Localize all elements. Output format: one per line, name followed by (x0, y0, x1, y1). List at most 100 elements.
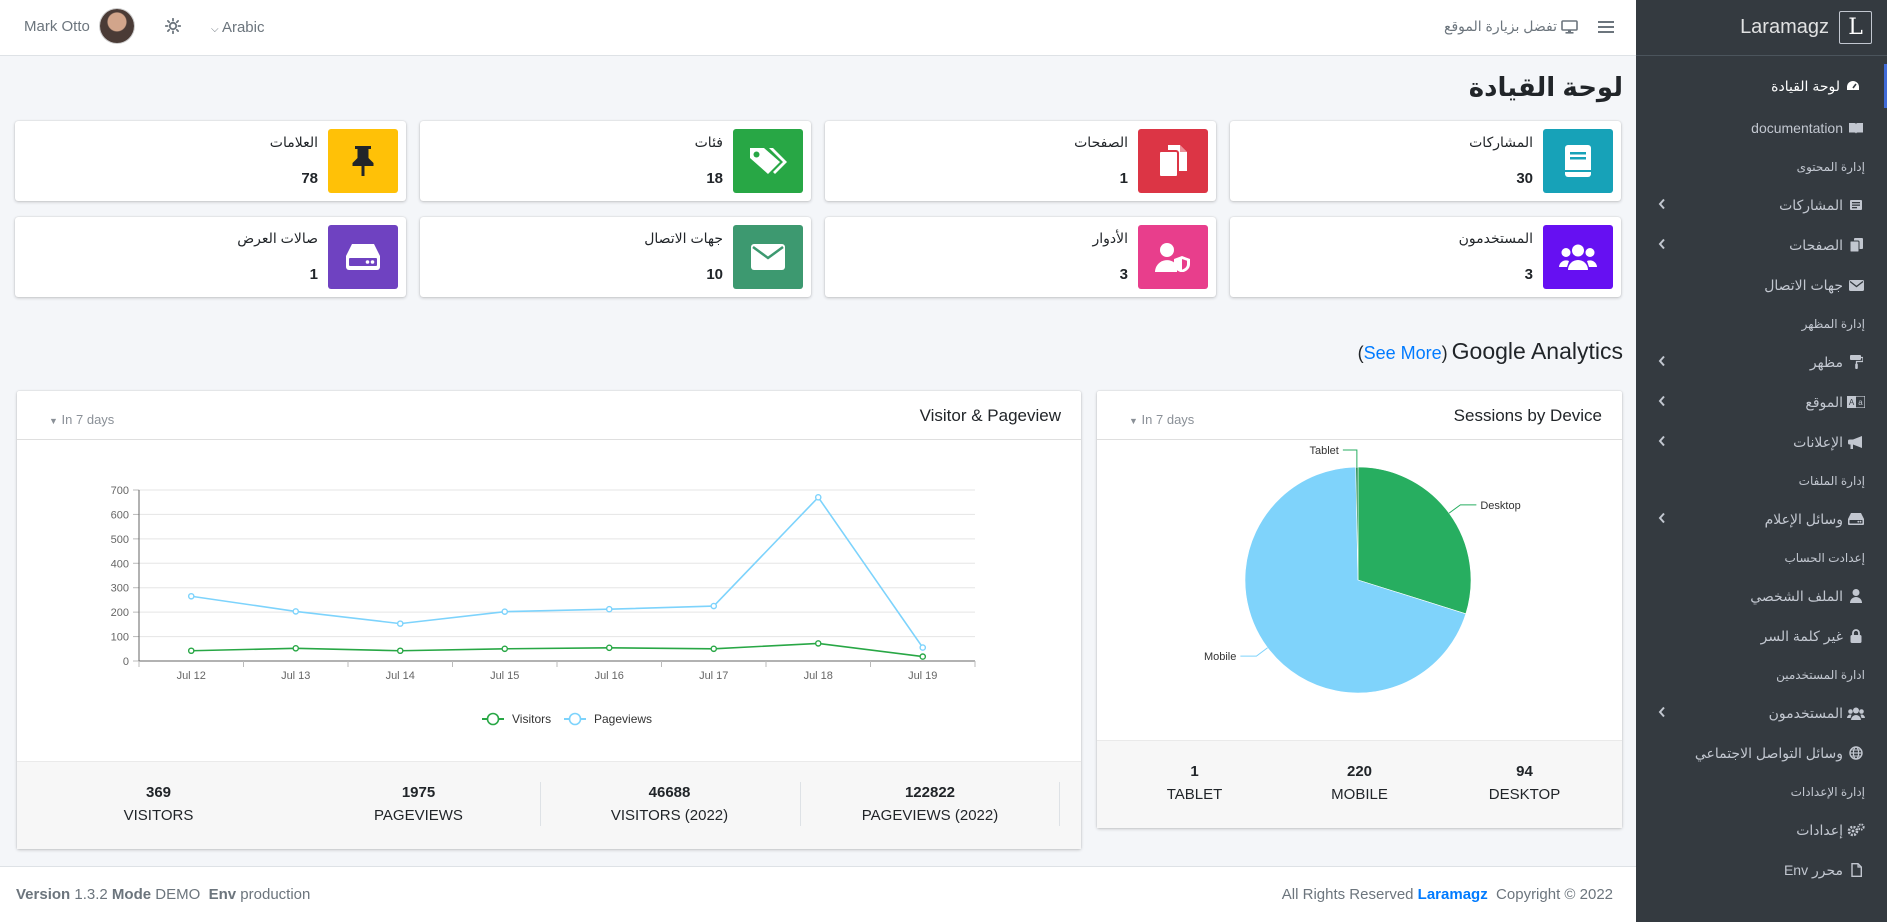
book-icon (1543, 129, 1613, 193)
x-tick-label: Jul 14 (386, 670, 415, 682)
sidebar-section-header: إعدادت الحساب (1636, 539, 1887, 576)
copyright-info: All Rights Reserved Laramagz Copyright ©… (1282, 886, 1613, 903)
chevron-left-icon[interactable] (1658, 355, 1666, 370)
book-icon (1847, 121, 1865, 135)
sidebar-item[interactable]: documentation (1636, 108, 1887, 148)
info-box[interactable]: الصفحات 1 (825, 121, 1216, 201)
info-box-label: المشاركات (1469, 134, 1533, 150)
legend-label[interactable]: Pageviews (594, 712, 652, 726)
sidebar-item[interactable]: الإعلانات (1636, 422, 1887, 462)
data-point-visitors[interactable] (292, 644, 300, 652)
sidebar-item[interactable]: المشاركات (1636, 185, 1887, 225)
sidebar-item[interactable]: جهات الاتصال (1636, 265, 1887, 305)
info-box[interactable]: جهات الاتصال 10 (420, 217, 811, 297)
file-icon (1847, 863, 1865, 877)
data-point-visitors[interactable] (814, 640, 822, 647)
info-box[interactable]: صالات العرض 1 (15, 217, 406, 297)
data-point-pageviews[interactable] (396, 620, 404, 627)
visit-site-link[interactable]: تفضل بزيارة الموقع (1444, 18, 1578, 35)
x-tick-label: Jul 15 (490, 670, 519, 682)
sidebar-item[interactable]: مظهر (1636, 342, 1887, 382)
caret-down-icon: ▼ (1129, 416, 1138, 426)
legend-label[interactable]: Visitors (512, 712, 551, 726)
chevron-left-icon[interactable] (1658, 395, 1666, 410)
user-name[interactable]: Mark Otto (24, 17, 90, 35)
data-point-pageviews[interactable] (292, 608, 300, 615)
range-dropdown[interactable]: ▼ In 7 days (1129, 412, 1194, 427)
sidebar-item[interactable]: غير كلمة السر (1636, 616, 1887, 656)
sidebar-item[interactable]: وسائل الإعلام (1636, 499, 1887, 539)
chevron-left-icon[interactable] (1658, 706, 1666, 721)
pie-slice-tablet[interactable] (1355, 466, 1359, 581)
data-point-visitors[interactable] (919, 653, 927, 660)
pie-label: Desktop (1480, 500, 1520, 512)
desktop-icon (1561, 19, 1578, 34)
data-point-visitors[interactable] (501, 645, 509, 653)
info-box-value: 3 (1524, 266, 1533, 283)
sidebar-item[interactable]: وسائل التواصل الاجتماعي (1636, 733, 1887, 773)
stat-value: 94 (1516, 763, 1533, 780)
stat-mobile: 220 MOBILE (1277, 763, 1442, 803)
env-label: Env (208, 886, 237, 903)
see-more-open-paren: ( (1357, 343, 1364, 363)
avatar[interactable] (99, 9, 134, 43)
data-point-pageviews[interactable] (605, 605, 613, 613)
sidebar-item[interactable]: الصفحات (1636, 225, 1887, 265)
data-point-visitors[interactable] (710, 645, 718, 653)
users-icon (1847, 706, 1865, 720)
sessions-device-card: ▼ In 7 days Sessions by Device Desktop Mo… (1097, 391, 1622, 828)
sidebar-item[interactable]: إعدادات (1636, 810, 1887, 850)
y-tick-label: 0 (123, 656, 129, 668)
sidebar-section-label: إدارة المظهر (1801, 316, 1865, 331)
sidebar-item[interactable]: محرر Env (1636, 850, 1887, 890)
svg-text:a: a (1858, 398, 1863, 407)
sidebar-item[interactable]: لوحة القيادة (1636, 64, 1887, 108)
sidebar-item-label: محرر Env (1783, 861, 1843, 878)
svg-text:A: A (1849, 398, 1855, 407)
range-dropdown[interactable]: ▼ In 7 days (49, 412, 114, 427)
divider (1059, 782, 1060, 826)
see-more-link[interactable]: See More (1363, 343, 1442, 363)
data-point-pageviews[interactable] (710, 602, 718, 610)
info-box[interactable]: المستخدمون 3 (1230, 217, 1621, 297)
tachometer-icon (1844, 79, 1862, 93)
caret-down-icon: ▼ (49, 416, 58, 426)
info-box[interactable]: فئات 18 (420, 121, 811, 201)
see-more-wrapper: (See More) (1358, 343, 1448, 364)
chevron-left-icon[interactable] (1658, 512, 1666, 527)
stat-value: 369 (145, 784, 172, 801)
sidebar-item[interactable]: الملف الشخصي (1636, 576, 1887, 616)
info-box[interactable]: العلامات 78 (15, 121, 406, 201)
data-point-pageviews[interactable] (919, 644, 927, 651)
info-box[interactable]: الأدوار 3 (825, 217, 1216, 297)
info-box[interactable]: المشاركات 30 (1230, 121, 1621, 201)
data-point-visitors[interactable] (187, 647, 195, 655)
sidebar-item[interactable]: المستخدمون (1636, 693, 1887, 733)
chevron-left-icon[interactable] (1658, 435, 1666, 450)
info-box-value: 18 (706, 170, 723, 187)
stat-value: 1975 (401, 784, 436, 801)
user-menu[interactable]: Mark Otto (24, 9, 134, 43)
card-header: ▼ In 7 days Sessions by Device (1097, 391, 1622, 440)
x-tick-label: Jul 18 (804, 670, 833, 682)
brand-link[interactable]: L Laramagz (1636, 0, 1887, 56)
pie-slice-desktop[interactable] (1357, 466, 1472, 615)
data-point-pageviews[interactable] (501, 608, 509, 615)
theme-toggle-icon[interactable] (164, 17, 182, 39)
data-point-visitors[interactable] (396, 647, 404, 655)
y-tick-label: 700 (111, 485, 129, 497)
sidebar-item-label: إعدادات (1796, 821, 1843, 838)
data-point-pageviews[interactable] (187, 592, 195, 600)
menu-toggle-icon[interactable] (1598, 19, 1614, 40)
globe-icon (1847, 746, 1865, 760)
sidebar-item-label: الصفحات (1789, 236, 1843, 253)
data-point-visitors[interactable] (605, 644, 613, 652)
chevron-left-icon[interactable] (1658, 198, 1666, 213)
data-point-pageviews[interactable] (814, 494, 822, 501)
footer-brand-link[interactable]: Laramagz (1417, 886, 1488, 903)
mode-label: Mode (111, 886, 152, 903)
language-dropdown[interactable]: ⌵ Arabic (211, 19, 264, 36)
chevron-left-icon[interactable] (1658, 238, 1666, 253)
